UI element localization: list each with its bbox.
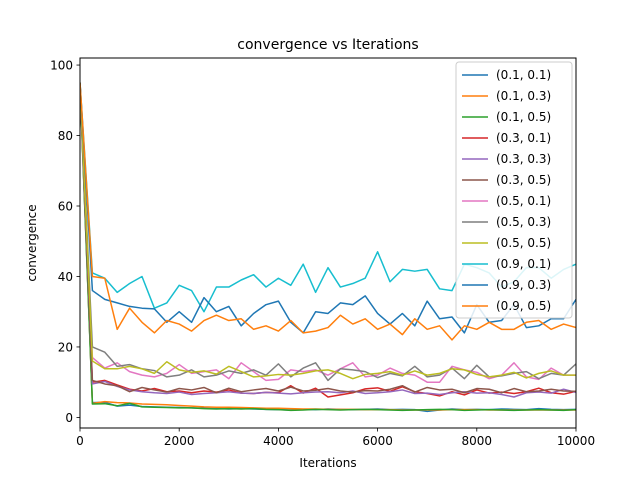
series-line-6 xyxy=(80,82,576,394)
legend-box xyxy=(455,61,573,319)
x-tick-label: 0 xyxy=(76,434,84,448)
legend-label: (0.9, 0.3) xyxy=(496,278,551,292)
legend-label: (0.1, 0.1) xyxy=(496,68,551,82)
legend-label: (0.5, 0.5) xyxy=(496,236,551,250)
y-tick-label: 0 xyxy=(65,411,73,425)
y-tick-label: 40 xyxy=(58,270,73,284)
legend-label: (0.3, 0.5) xyxy=(496,173,551,187)
plot-frame xyxy=(79,57,577,429)
x-axis-label: Iterations xyxy=(299,456,356,470)
legend-label: (0.3, 0.1) xyxy=(496,131,551,145)
y-tick-label: 20 xyxy=(58,340,73,354)
series-line-5 xyxy=(80,82,576,398)
legend: (0.1, 0.1) (0.1, 0.3) (0.1, 0.5) (0.3, 0.1)… xyxy=(455,61,573,319)
x-tick-label: 2000 xyxy=(164,434,195,448)
x-axis: 0 2000 4000 6000 8000 10000 xyxy=(76,428,595,448)
x-tick-label: 8000 xyxy=(462,434,493,448)
legend-label: (0.5, 0.3) xyxy=(496,215,551,229)
y-axis: 0 20 40 60 80 100 xyxy=(50,59,80,425)
chart-title: convergence vs Iterations xyxy=(237,37,418,53)
series-line-9 xyxy=(80,82,576,380)
x-tick-label: 10000 xyxy=(557,434,595,448)
legend-label: (0.9, 0.5) xyxy=(496,299,551,313)
legend-label: (0.3, 0.3) xyxy=(496,152,551,166)
legend-label: (0.1, 0.5) xyxy=(496,110,551,124)
legend-label: (0.9, 0.1) xyxy=(496,257,551,271)
x-tick-label: 6000 xyxy=(362,434,393,448)
series-line-12 xyxy=(80,82,576,341)
y-tick-label: 60 xyxy=(58,200,73,214)
legend-label: (0.1, 0.3) xyxy=(496,89,551,103)
legend-label: (0.5, 0.1) xyxy=(496,194,551,208)
series-line-11 xyxy=(80,82,576,334)
series-line-3 xyxy=(80,86,576,412)
y-tick-label: 80 xyxy=(58,129,73,143)
y-axis-label: convergence xyxy=(25,204,39,281)
x-tick-label: 4000 xyxy=(263,434,294,448)
y-tick-label: 100 xyxy=(50,59,73,73)
